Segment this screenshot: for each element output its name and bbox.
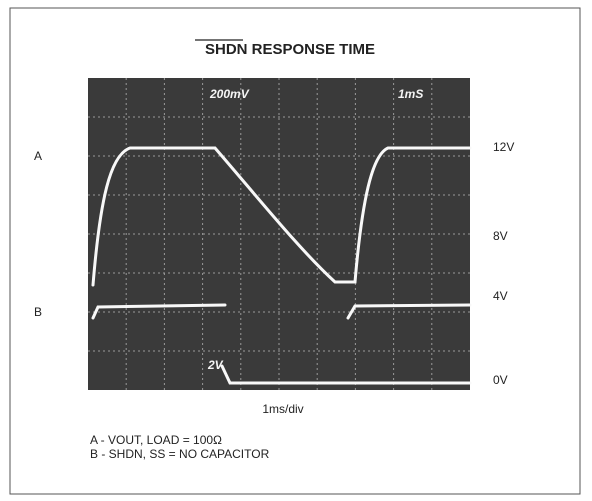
scope-label: 1mS [398,87,423,101]
note: B - SHDN, SS = NO CAPACITOR [90,447,270,461]
trace-label: A [34,149,42,163]
level-label: 0V [493,373,508,387]
page: SHDN RESPONSE TIME 200mV 1mS 2V A B 12V … [0,0,592,501]
trace-label: B [34,305,42,319]
level-label: 12V [493,140,514,154]
level-label: 4V [493,289,508,303]
x-label: 1ms/div [262,402,303,416]
scope-label: 200mV [209,87,250,101]
note: A - VOUT, LOAD = 100Ω [90,433,222,447]
scope-label: 2V [207,358,224,372]
level-label: 8V [493,229,508,243]
title: SHDN RESPONSE TIME [205,41,375,58]
figure: SHDN RESPONSE TIME 200mV 1mS 2V A B 12V … [0,0,592,501]
